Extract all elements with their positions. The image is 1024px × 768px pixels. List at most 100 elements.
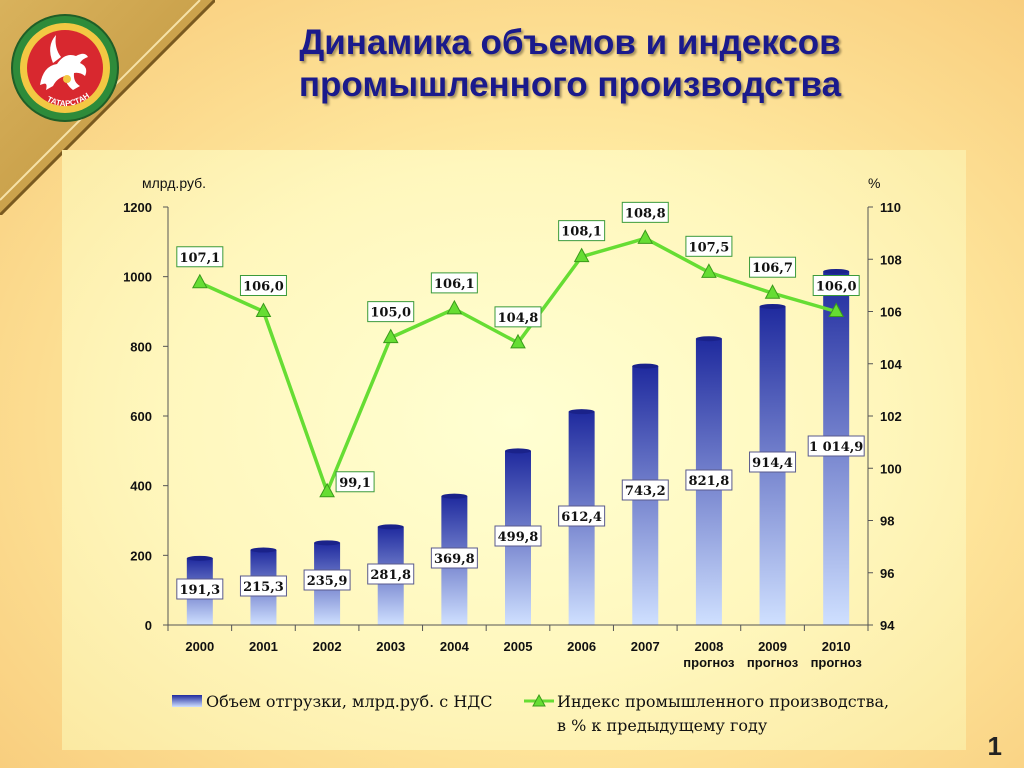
right-tick-label: 108 [880,252,902,267]
x-tick-sublabel: прогноз [683,655,735,670]
right-tick-label: 94 [880,618,895,633]
bar-value-label: 499,8 [498,530,539,545]
index-value-label: 106,0 [243,280,284,295]
left-tick-label: 400 [130,479,152,494]
x-tick-label: 2004 [440,639,470,654]
bar-cap [314,540,341,546]
bar-cap [186,555,213,561]
right-tick-label: 96 [880,566,894,581]
index-value-label: 108,8 [625,206,666,221]
bar-value-box [685,469,733,491]
index-marker [319,482,335,498]
bar-cap [568,409,595,415]
index-value-label: 106,0 [816,280,857,295]
x-tick-sublabel: прогноз [811,655,863,670]
right-axis-unit: % [868,175,880,191]
index-value-box [430,272,478,294]
page-number: 1 [987,731,1002,761]
index-value-label: 99,1 [339,476,371,491]
x-tick-label: 2006 [567,639,596,654]
left-tick-label: 200 [130,548,152,563]
bar-cap [250,547,277,553]
left-axis-unit: млрд.руб. [142,175,206,191]
legend-line-label-2: в % к предыдущему году [557,716,768,735]
bar-value-box [303,569,351,591]
bar-value-label: 191,3 [179,583,220,598]
x-tick-label: 2002 [313,639,342,654]
index-marker [510,333,526,349]
bar-cap [377,524,404,530]
left-tick-label: 1200 [123,200,152,215]
index-marker [382,328,399,344]
index-value-box [558,220,606,242]
bar-value-box [807,435,865,457]
legend-line-label-1: Индекс промышленного производства, [557,692,889,711]
chart-legend: Объем отгрузки, млрд.руб. с НДС Индекс п… [172,692,889,735]
index-marker [191,273,208,289]
x-tick-label: 2007 [631,639,660,654]
bar-value-box [430,547,478,569]
right-tick-label: 110 [880,200,901,215]
bar-value-box [558,505,606,527]
index-marker [764,284,781,299]
index-value-box [812,275,860,296]
index-value-box [367,301,415,323]
legend-line-marker [532,693,546,707]
bar-cap [632,363,659,369]
bar-value-label: 821,8 [689,474,730,489]
bar-value-box [621,479,669,501]
bar-value-box [494,525,542,547]
bar-cap [441,493,468,499]
index-marker [701,263,717,278]
legend-bar-swatch [172,695,202,707]
x-tick-label: 2009 [758,639,787,654]
right-tick-label: 106 [880,305,902,320]
bar-value-label: 215,3 [243,580,284,595]
bar-value-label: 914,4 [752,456,793,471]
x-tick-label: 2003 [376,639,405,654]
bar-value-box [367,563,415,585]
bar-value-label: 1 014,9 [809,440,863,455]
index-value-box [685,235,733,257]
index-marker [637,229,654,244]
index-marker [255,302,272,317]
bar-value-box [239,575,287,597]
right-tick-label: 100 [880,461,902,476]
index-marker [828,302,845,317]
index-value-box [749,256,797,278]
index-value-label: 106,7 [752,261,793,276]
bar-cap [759,303,786,309]
title-line-1: Динамика объемов и индексов [299,23,841,62]
bar-cap [695,336,722,342]
left-tick-label: 0 [145,618,152,633]
index-value-label: 107,1 [179,251,220,266]
legend-bar-label: Объем отгрузки, млрд.руб. с НДС [206,692,493,711]
x-tick-sublabel: прогноз [747,655,799,670]
bar-value-box [176,578,224,600]
combo-chart: млрд.руб. % 0 200 400 600 800 1000 1200 94 96 98 1… [123,175,902,735]
left-tick-label: 600 [130,409,152,424]
tatarstan-emblem: ТАТАРСТАН [10,10,120,128]
x-tick-label: 2005 [504,639,533,654]
index-value-box [176,246,224,268]
index-value-box [335,471,375,493]
index-value-label: 107,5 [689,240,730,255]
right-tick-label: 104 [880,357,902,372]
x-tick-label: 2008 [694,639,723,654]
bar-value-label: 369,8 [434,552,475,567]
index-value-box [239,275,287,296]
index-value-label: 104,8 [498,311,539,326]
index-value-box [494,306,542,328]
index-value-label: 106,1 [434,277,475,292]
x-tick-label: 2010 [822,639,851,654]
bar-value-label: 743,2 [625,484,666,499]
index-marker [446,299,463,315]
index-value-label: 108,1 [561,225,602,240]
x-tick-label: 2001 [249,639,278,654]
left-tick-label: 1000 [123,270,152,285]
right-tick-label: 102 [880,409,902,424]
page-title: Динамика объемов и индексов промышленног… [200,22,940,106]
chart-panel: млрд.руб. % 0 200 400 600 800 1000 1200 94 96 98 1… [62,150,966,750]
index-value-label: 105,0 [370,306,411,321]
left-tick-label: 800 [130,339,152,354]
